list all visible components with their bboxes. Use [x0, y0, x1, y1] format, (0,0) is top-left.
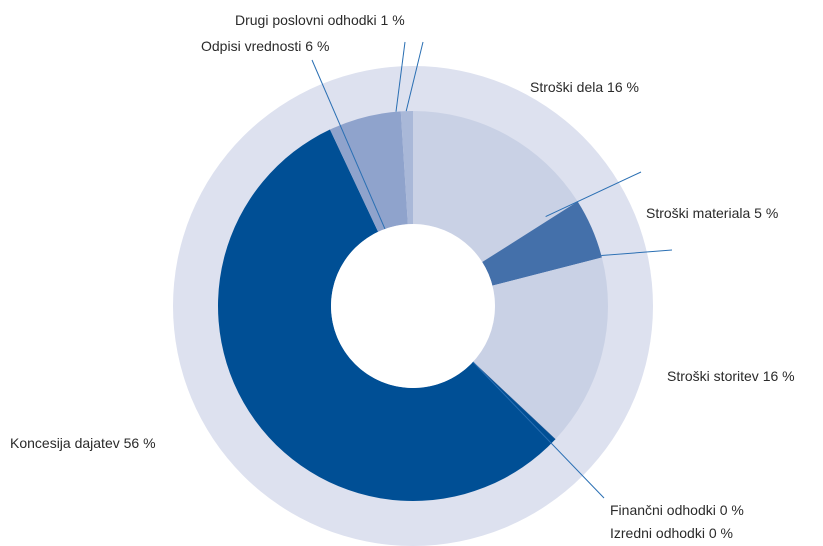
donut-slices — [218, 111, 608, 502]
label-stroski-storitev: Stroški storitev 16 % — [667, 368, 795, 384]
leader-line-1 — [545, 171, 642, 217]
donut-center-hole — [331, 224, 495, 388]
label-financni-odhodki: Finančni odhodki 0 % — [610, 502, 744, 518]
leader-lines — [311, 41, 673, 499]
leader-line-6 — [311, 59, 386, 230]
slice-stroski-materiala — [482, 201, 602, 286]
label-izredni-odhodki: Izredni odhodki 0 % — [610, 525, 733, 541]
label-odpisi-vrednosti: Odpisi vrednosti 6 % — [201, 38, 329, 54]
leader-line-5 — [405, 41, 424, 112]
leader-line-2 — [601, 249, 673, 257]
label-koncesija-dajatev: Koncesija dajatev 56 % — [10, 435, 156, 451]
label-stroski-dela: Stroški dela 16 % — [530, 79, 639, 95]
slice-koncesija-dajatev — [218, 129, 556, 502]
leader-line-4 — [395, 41, 406, 112]
leader-line-3 — [472, 361, 605, 499]
slice-drugi-poslovni — [400, 111, 413, 225]
slice-stroski-dela — [413, 111, 578, 263]
slice-odpisi-vrednosti — [329, 111, 408, 232]
slice-izredni-odhodki — [472, 361, 556, 440]
label-stroski-materiala: Stroški materiala 5 % — [646, 205, 778, 221]
slice-stroski-storitev — [472, 257, 608, 440]
label-drugi-poslovni-odhodki: Drugi poslovni odhodki 1 % — [235, 12, 405, 28]
